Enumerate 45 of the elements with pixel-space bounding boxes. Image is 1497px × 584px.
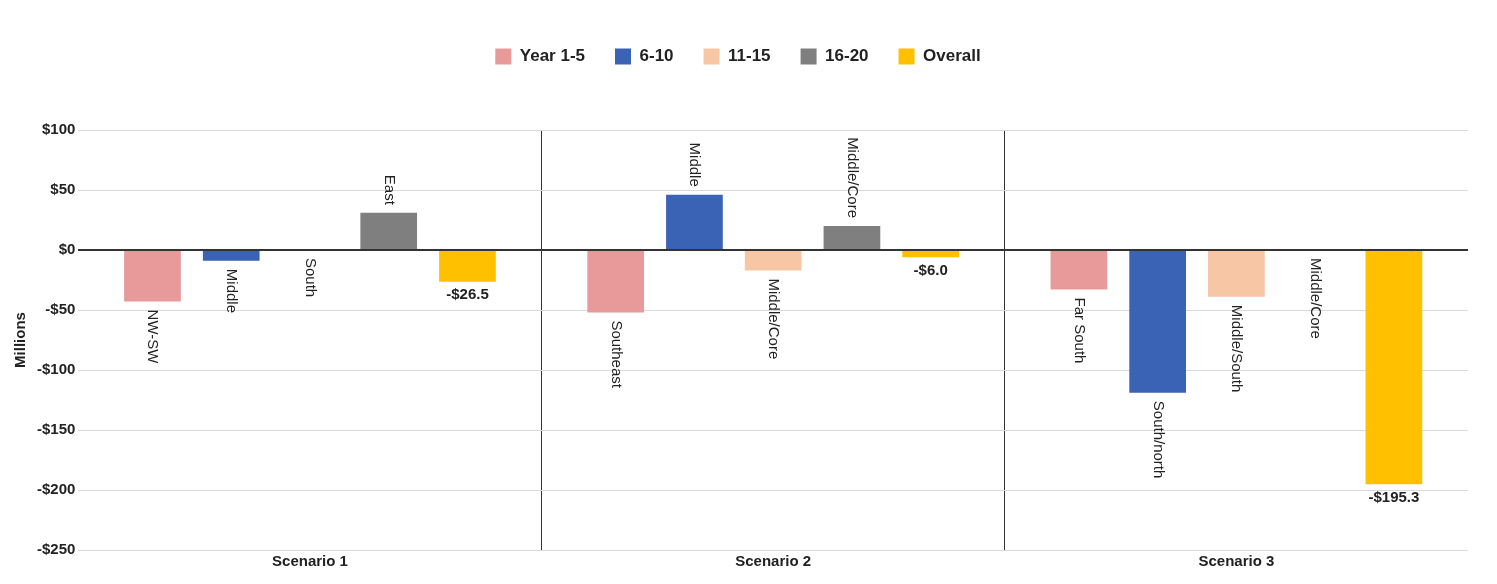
annotation: Far South xyxy=(1071,297,1089,364)
bar xyxy=(744,251,802,271)
annotation: Southeast xyxy=(608,320,626,389)
bar xyxy=(823,226,881,249)
bar xyxy=(360,212,418,249)
bar xyxy=(124,251,181,302)
y-tick-label: -$150 xyxy=(36,420,76,438)
bar xyxy=(1208,251,1265,297)
annotation: East xyxy=(381,174,399,206)
y-axis-title: Millions xyxy=(11,312,29,368)
annotation: South xyxy=(302,258,320,298)
x-tick-label: Scenario 2 xyxy=(735,552,812,570)
y-tick-label: $50 xyxy=(50,180,76,198)
data-label: -$6.0 xyxy=(913,260,948,278)
annotation: Middle/Core xyxy=(766,278,784,360)
x-tick-label: Scenario 1 xyxy=(272,552,348,570)
legend-label: 11-15 xyxy=(728,46,771,66)
y-tick-label: -$250 xyxy=(36,540,76,558)
x-tick-label: Scenario 3 xyxy=(1198,552,1275,570)
y-tick-label: $100 xyxy=(41,120,76,138)
annotation: Middle/Core xyxy=(844,137,862,218)
y-tick-label: $0 xyxy=(58,240,76,258)
data-label: -$195.3 xyxy=(1368,488,1420,505)
annotation: Middle xyxy=(687,142,705,187)
bar xyxy=(587,251,645,313)
bar xyxy=(1050,251,1108,290)
data-label: -$26.5 xyxy=(446,285,489,303)
y-tick-label: -$200 xyxy=(36,480,76,498)
bar xyxy=(202,251,260,261)
bar xyxy=(902,251,960,258)
annotation: Middle xyxy=(224,268,242,313)
annotation: South/north xyxy=(1150,400,1168,479)
annotation: NW-SW xyxy=(145,309,163,365)
annotation: Middle/South xyxy=(1229,304,1247,393)
y-tick-label: -$50 xyxy=(45,300,76,318)
bar xyxy=(1365,251,1423,485)
bar xyxy=(1129,251,1186,393)
bar xyxy=(439,251,496,282)
y-tick-label: -$100 xyxy=(36,360,76,378)
legend-label: 6-10 xyxy=(639,46,674,66)
annotation: Middle/Core xyxy=(1308,258,1325,339)
legend-label: 16-20 xyxy=(825,46,869,66)
legend-label: Overall xyxy=(923,46,981,66)
bar xyxy=(666,194,723,249)
legend-label: Year 1-5 xyxy=(519,46,586,66)
